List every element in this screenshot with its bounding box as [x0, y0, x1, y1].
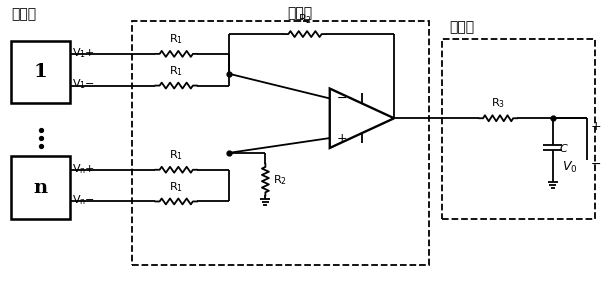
Text: $\mathrm{R_2}$: $\mathrm{R_2}$ — [298, 12, 312, 26]
Text: +: + — [590, 120, 601, 133]
Text: $\mathrm{R_1}$: $\mathrm{R_1}$ — [169, 148, 183, 162]
Text: $\mathrm{R_1}$: $\mathrm{R_1}$ — [169, 32, 183, 46]
Bar — [442, 39, 595, 219]
Text: −: − — [590, 158, 600, 171]
Text: $\mathrm{V_1}$−: $\mathrm{V_1}$− — [72, 78, 96, 92]
Text: $\mathrm{V_n}$+: $\mathrm{V_n}$+ — [72, 162, 96, 176]
Text: 1: 1 — [33, 63, 48, 81]
Text: $\mathrm{R_3}$: $\mathrm{R_3}$ — [491, 96, 505, 110]
Text: +: + — [336, 132, 347, 145]
Text: −: − — [336, 92, 347, 105]
Text: 滤波器: 滤波器 — [449, 20, 474, 34]
Text: $\mathrm{R_2}$: $\mathrm{R_2}$ — [273, 173, 287, 187]
Bar — [11, 41, 70, 103]
Text: $\mathrm{V_n}$−: $\mathrm{V_n}$− — [72, 194, 96, 207]
Bar — [11, 156, 70, 219]
Text: n: n — [33, 179, 48, 197]
Text: $C$: $C$ — [558, 142, 568, 154]
Text: $\mathrm{R_1}$: $\mathrm{R_1}$ — [169, 64, 183, 78]
Text: 加法器: 加法器 — [287, 6, 312, 20]
Text: $\mathrm{R_1}$: $\mathrm{R_1}$ — [169, 180, 183, 194]
Text: $V_0$: $V_0$ — [563, 160, 578, 175]
Text: 传感器: 传感器 — [11, 7, 36, 21]
Text: $\mathrm{V_1}$+: $\mathrm{V_1}$+ — [72, 46, 96, 60]
Bar — [132, 21, 429, 265]
